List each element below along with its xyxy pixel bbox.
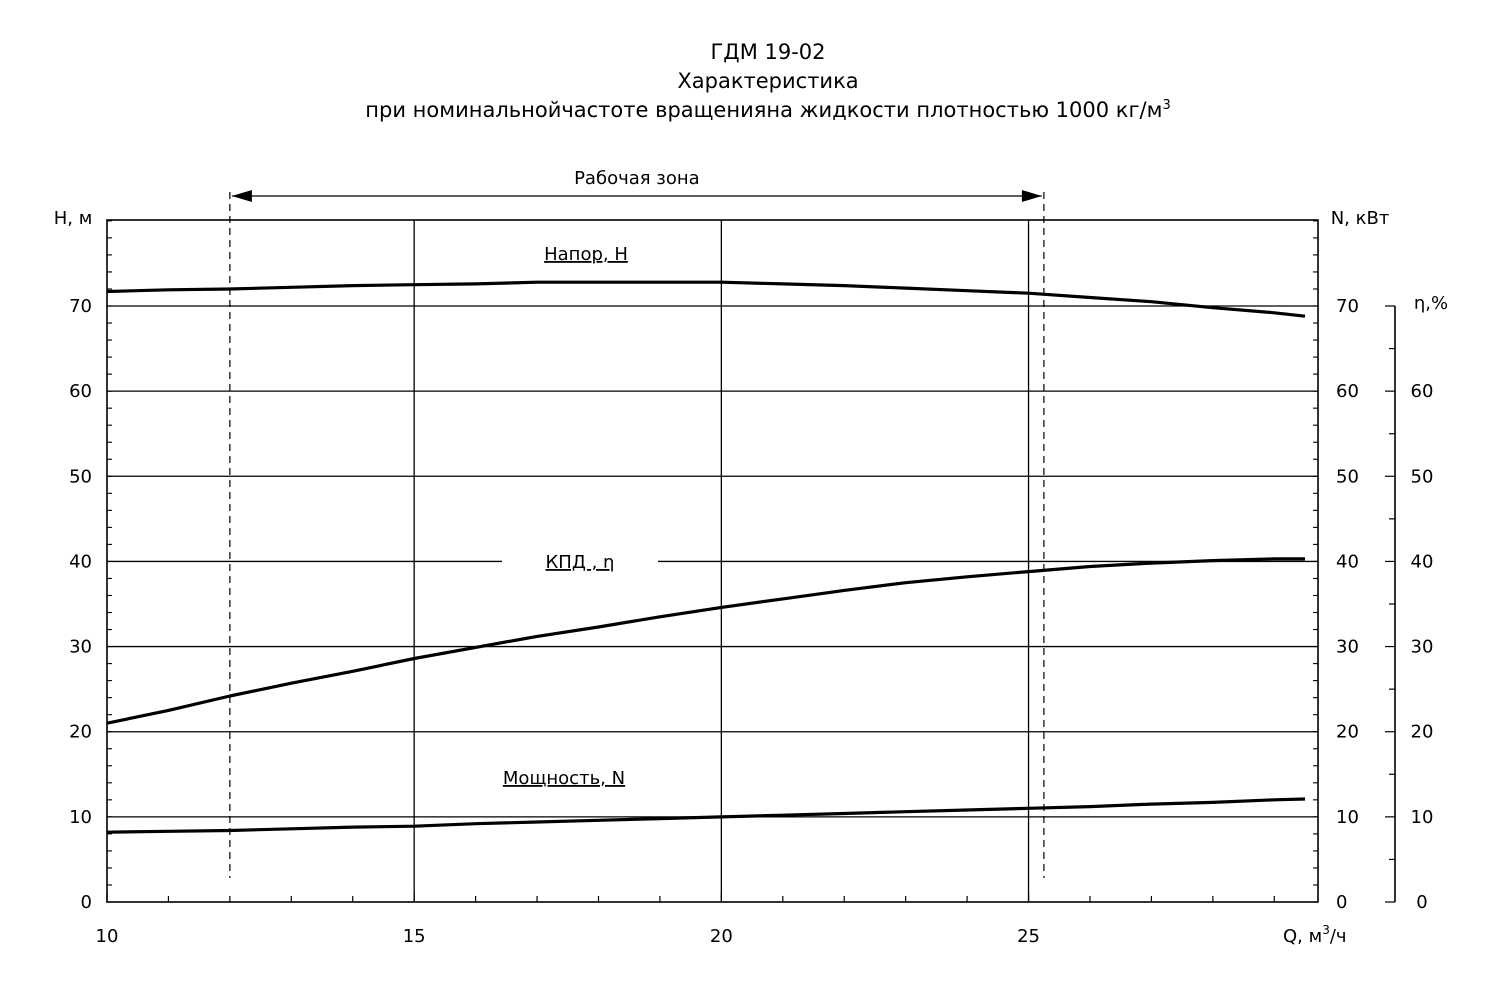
eta-axis-title: η,% <box>1414 293 1448 314</box>
working-zone-label: Рабочая зона <box>574 168 700 189</box>
y-left-tick-label: 30 <box>69 637 92 658</box>
x-tick-label: 20 <box>710 926 733 947</box>
eta-tick-label: 60 <box>1411 381 1434 402</box>
y-right-axis-title: N, кВт <box>1331 208 1390 229</box>
eta-tick-label: 50 <box>1411 466 1434 487</box>
chart-conditions-text: при номинальнойчастоте вращенияна жидкос… <box>365 98 1163 122</box>
efficiency-curve-label-bg <box>502 548 658 576</box>
y-left-tick-label: 10 <box>69 807 92 828</box>
y-right-tick-label: 30 <box>1336 637 1359 658</box>
chart-title-block: ГДМ 19-02 Характеристика при номинальной… <box>0 38 1496 125</box>
y-right-tick-label: 10 <box>1336 807 1359 828</box>
y-right-tick-label: 20 <box>1336 722 1359 743</box>
y-left-tick-label: 50 <box>69 466 92 487</box>
head-curve-label-bg <box>508 240 664 268</box>
y-left-tick-label: 0 <box>81 892 92 913</box>
y-right-tick-label: 50 <box>1336 466 1359 487</box>
y-right-tick-label: 60 <box>1336 381 1359 402</box>
y-left-tick-label: 70 <box>69 296 92 317</box>
y-right-tick-label: 70 <box>1336 296 1359 317</box>
head-curve <box>106 280 1306 318</box>
y-right-tick-label: 40 <box>1336 551 1359 572</box>
y-right-tick-label: 0 <box>1336 892 1347 913</box>
x-tick-label: 10 <box>96 926 119 947</box>
eta-tick-label: 0 <box>1416 892 1427 913</box>
efficiency-curve <box>106 557 1305 725</box>
y-left-axis-title: H, м <box>54 208 93 229</box>
y-left-tick-label: 40 <box>69 551 92 572</box>
power-curve <box>106 797 1306 834</box>
power-curve-label-bg <box>486 764 642 792</box>
eta-tick-label: 10 <box>1411 807 1434 828</box>
eta-tick-label: 30 <box>1411 637 1434 658</box>
power-curve-label: Мощность, N <box>503 768 625 789</box>
working-zone-arrow-right <box>1021 190 1042 202</box>
x-axis-title: Q, м3/ч <box>1283 923 1347 947</box>
y-left-tick-label: 60 <box>69 381 92 402</box>
chart-conditions: при номинальнойчастоте вращенияна жидкос… <box>0 96 1496 125</box>
eta-tick-label: 20 <box>1411 722 1434 743</box>
head-curve-label: Напор, H <box>544 244 628 265</box>
chart-conditions-sup: 3 <box>1162 98 1171 113</box>
chart-title: ГДМ 19-02 <box>710 40 826 64</box>
x-tick-label: 15 <box>403 926 426 947</box>
x-tick-label: 25 <box>1017 926 1040 947</box>
chart-subtitle: Характеристика <box>677 69 859 93</box>
eta-tick-label: 40 <box>1411 551 1434 572</box>
working-zone-arrow-left <box>231 190 252 202</box>
efficiency-curve-label: КПД , η <box>546 552 615 573</box>
y-left-tick-label: 20 <box>69 722 92 743</box>
